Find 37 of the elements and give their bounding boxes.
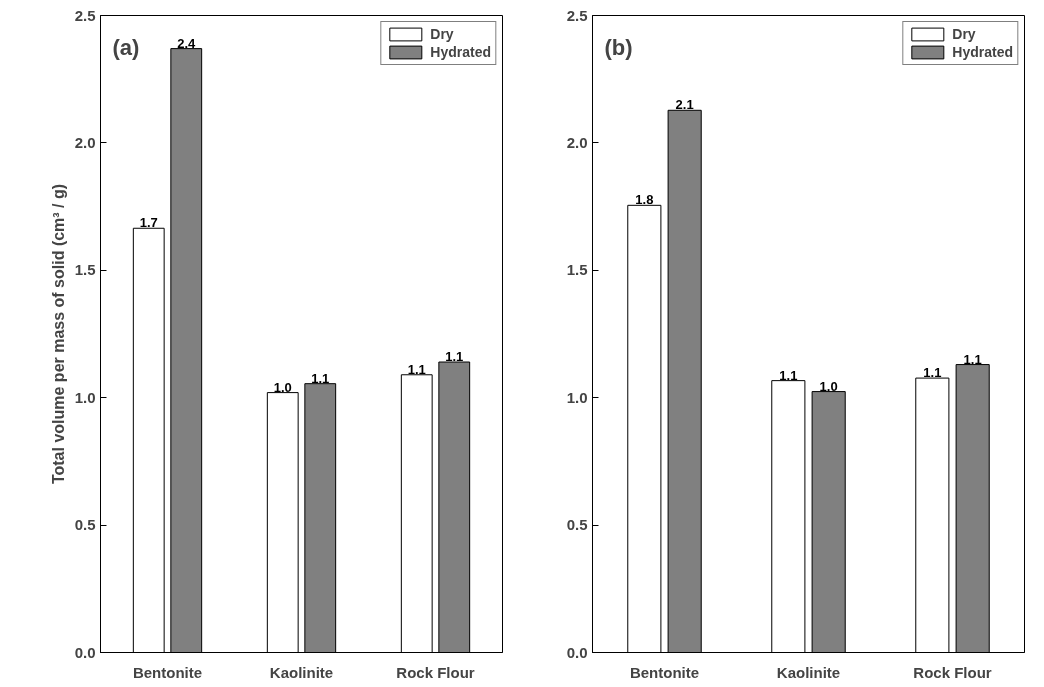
- data-label: 1.1: [407, 361, 426, 377]
- annotation: (a): [112, 34, 140, 60]
- y-tick-label: 2.0: [566, 133, 588, 151]
- x-tick-label: Kaolinite: [269, 663, 334, 681]
- y-tick-label: 0.5: [74, 516, 96, 534]
- data-label: 1.1: [311, 370, 330, 386]
- data-label: 1.0: [819, 378, 838, 394]
- data-label: 1.1: [779, 367, 798, 383]
- legend-label: Dry: [430, 26, 454, 42]
- data-label: 1.7: [139, 215, 158, 231]
- x-tick-label: Kaolinite: [776, 663, 841, 681]
- x-tick-label: Rock Flour: [396, 663, 475, 681]
- x-tick-label: Rock Flour: [913, 663, 992, 681]
- y-tick-label: 1.0: [74, 388, 96, 406]
- x-tick-label: Bentonite: [132, 663, 203, 681]
- x-tick-label: Bentonite: [629, 663, 700, 681]
- y-axis-title: Total volume per mass of solid (cm³ / g): [49, 183, 67, 485]
- y-tick-label: 0.0: [74, 643, 96, 661]
- data-label: 1.8: [635, 192, 654, 208]
- y-tick-label: 2.5: [74, 6, 96, 24]
- legend-label: Hydrated: [430, 44, 491, 60]
- data-label: 1.1: [923, 365, 942, 381]
- y-tick-label: 0.5: [566, 516, 588, 534]
- y-tick-label: 1.5: [74, 261, 96, 279]
- y-tick-label: 2.5: [566, 6, 588, 24]
- data-label: 1.1: [445, 349, 464, 365]
- data-label: 1.1: [963, 351, 982, 367]
- data-label: 1.0: [273, 379, 292, 395]
- y-tick-label: 1.5: [566, 261, 588, 279]
- legend-label: Hydrated: [952, 44, 1013, 60]
- y-tick-label: 1.0: [566, 388, 588, 406]
- data-label: 2.4: [177, 35, 197, 51]
- y-tick-label: 2.0: [74, 133, 96, 151]
- y-tick-label: 0.0: [566, 643, 588, 661]
- data-label: 2.1: [675, 97, 694, 113]
- legend-label: Dry: [952, 26, 976, 42]
- annotation: (b): [604, 34, 633, 60]
